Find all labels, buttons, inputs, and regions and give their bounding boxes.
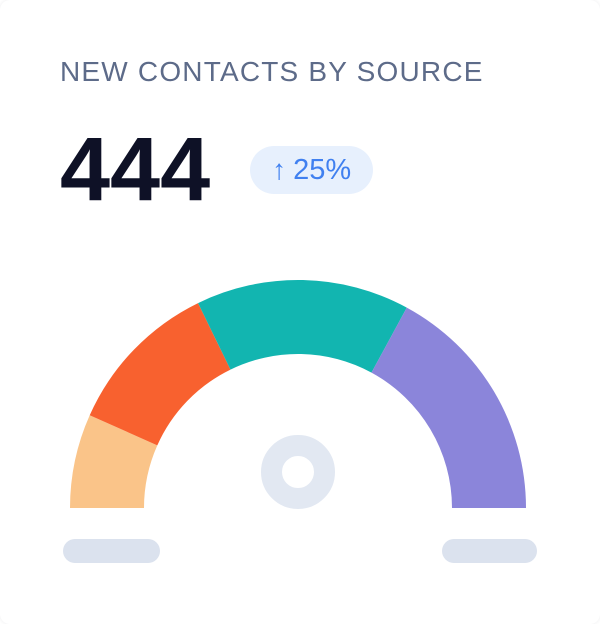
delta-value: 25% [293,153,352,186]
gauge-segments [70,279,526,508]
gauge-hub-icon [261,435,335,509]
gauge-slice-1 [70,415,158,508]
metric-value: 444 [60,120,211,220]
gauge-slice-3 [198,279,407,373]
card-title: NEW CONTACTS BY SOURCE [60,56,484,87]
delta-badge: ↑ 25% [250,146,374,194]
arrow-up-icon: ↑ [272,154,287,185]
gauge-slice-2 [89,303,231,446]
metric-row: 444 ↑ 25% [60,120,374,220]
gauge-slice-4 [371,307,526,508]
gauge-foot-right [442,539,537,563]
gauge-foot-left [63,539,160,563]
